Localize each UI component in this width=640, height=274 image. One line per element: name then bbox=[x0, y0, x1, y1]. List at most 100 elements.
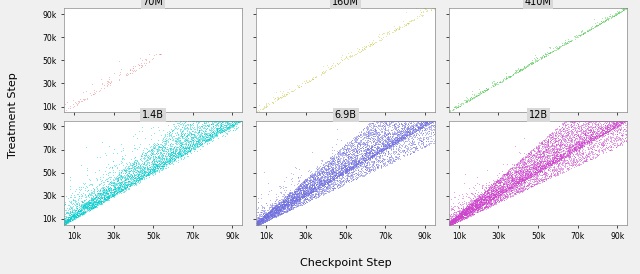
Point bbox=[308, 174, 318, 178]
Point bbox=[457, 215, 467, 219]
Point bbox=[262, 215, 273, 219]
Point bbox=[69, 202, 79, 206]
Point bbox=[470, 199, 480, 204]
Point bbox=[136, 62, 146, 67]
Point bbox=[283, 203, 293, 207]
Point bbox=[148, 150, 159, 155]
Point bbox=[387, 138, 397, 143]
Point bbox=[139, 153, 149, 158]
Point bbox=[427, 118, 437, 123]
Point bbox=[271, 192, 281, 196]
Point bbox=[610, 122, 620, 126]
Point bbox=[456, 212, 466, 216]
Point bbox=[549, 130, 559, 134]
Point bbox=[302, 80, 312, 85]
Point bbox=[102, 194, 113, 198]
Point bbox=[63, 216, 73, 221]
Point bbox=[518, 165, 528, 170]
Point bbox=[305, 183, 315, 188]
Point bbox=[531, 176, 541, 180]
Point bbox=[479, 202, 489, 206]
Point bbox=[561, 146, 572, 151]
Point bbox=[600, 18, 610, 23]
Point bbox=[568, 149, 579, 153]
Point bbox=[564, 151, 574, 156]
Point bbox=[77, 200, 87, 204]
Point bbox=[541, 148, 551, 152]
Point bbox=[496, 192, 506, 197]
Point bbox=[390, 118, 400, 123]
Point bbox=[77, 211, 88, 216]
Point bbox=[492, 190, 502, 194]
Point bbox=[395, 136, 405, 140]
Point bbox=[269, 212, 280, 216]
Point bbox=[421, 118, 431, 123]
Point bbox=[588, 118, 598, 123]
Point bbox=[483, 199, 493, 204]
Point bbox=[314, 173, 324, 177]
Point bbox=[86, 206, 97, 210]
Point bbox=[480, 195, 490, 199]
Point bbox=[163, 140, 173, 144]
Point bbox=[212, 118, 223, 123]
Point bbox=[333, 172, 343, 177]
Point bbox=[339, 178, 349, 183]
Point bbox=[457, 212, 467, 216]
Point bbox=[418, 118, 428, 123]
Point bbox=[223, 125, 233, 129]
Point bbox=[337, 153, 347, 157]
Point bbox=[129, 172, 139, 176]
Point bbox=[279, 199, 289, 203]
Point bbox=[62, 221, 72, 225]
Point bbox=[595, 118, 605, 123]
Point bbox=[545, 139, 555, 143]
Point bbox=[531, 167, 541, 171]
Point bbox=[119, 189, 129, 193]
Point bbox=[161, 164, 172, 168]
Point bbox=[603, 118, 613, 123]
Point bbox=[184, 146, 195, 150]
Point bbox=[387, 134, 397, 138]
Point bbox=[569, 147, 579, 152]
Point bbox=[287, 195, 298, 199]
Point bbox=[259, 210, 269, 215]
Point bbox=[230, 128, 240, 132]
Point bbox=[75, 204, 85, 208]
Point bbox=[319, 185, 329, 189]
Point bbox=[230, 118, 241, 123]
Point bbox=[324, 177, 335, 181]
Point bbox=[495, 179, 506, 184]
Point bbox=[534, 140, 545, 144]
Point bbox=[349, 142, 359, 146]
Point bbox=[104, 144, 115, 148]
Point bbox=[462, 215, 472, 219]
Point bbox=[555, 156, 565, 160]
Point bbox=[447, 219, 457, 223]
Point bbox=[448, 107, 458, 111]
Point bbox=[517, 175, 527, 180]
Point bbox=[355, 141, 365, 146]
Point bbox=[587, 118, 597, 123]
Point bbox=[526, 184, 536, 188]
Point bbox=[553, 170, 563, 175]
Point bbox=[554, 45, 564, 50]
Point bbox=[226, 123, 236, 127]
Point bbox=[450, 215, 460, 219]
Point bbox=[574, 146, 584, 150]
Point bbox=[482, 196, 492, 201]
Point bbox=[207, 132, 217, 137]
Point bbox=[342, 165, 353, 169]
Point bbox=[581, 139, 591, 144]
Point bbox=[107, 193, 117, 198]
Point bbox=[604, 124, 614, 129]
Point bbox=[504, 176, 515, 180]
Point bbox=[449, 216, 459, 220]
Point bbox=[131, 179, 141, 183]
Point bbox=[610, 121, 620, 125]
Point bbox=[464, 203, 474, 208]
Point bbox=[581, 122, 591, 127]
Point bbox=[603, 125, 613, 129]
Point bbox=[493, 189, 503, 194]
Point bbox=[579, 137, 589, 142]
Point bbox=[446, 218, 456, 223]
